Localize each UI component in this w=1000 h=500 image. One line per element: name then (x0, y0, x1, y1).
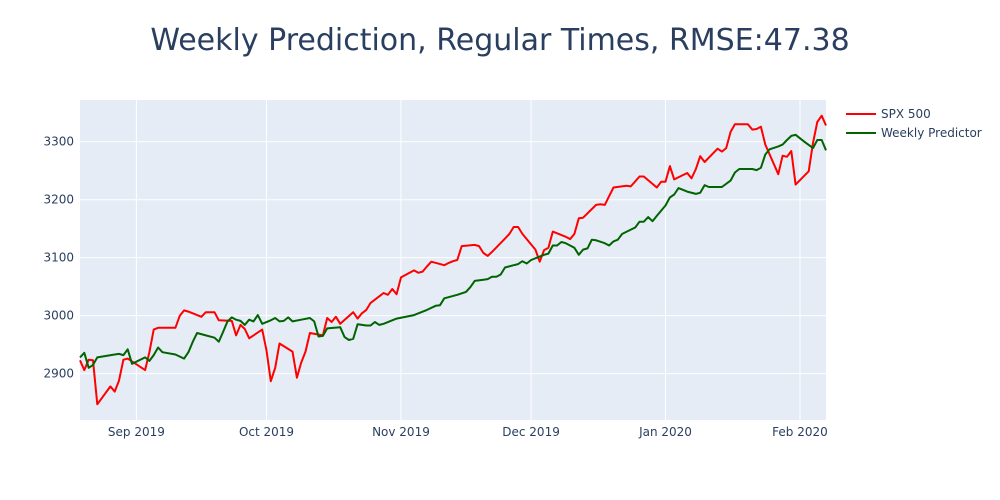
series-line-spx-500 (79, 114, 827, 406)
series-lines (79, 114, 827, 406)
y-tick-label: 3000 (43, 309, 74, 323)
legend-item-weekly-predictor[interactable]: Weekly Predictor (846, 126, 982, 140)
y-tick-label: 2900 (43, 367, 74, 381)
plot-area (80, 100, 826, 420)
y-tick-label: 3300 (43, 135, 74, 149)
x-tick-label: Feb 2020 (772, 425, 828, 439)
grid (80, 100, 826, 420)
legend-label: SPX 500 (881, 107, 931, 121)
x-tick-label: Jan 2020 (638, 425, 692, 439)
x-tick-label: Oct 2019 (239, 425, 294, 439)
x-axis-ticks: Sep 2019 Oct 2019 Nov 2019 Dec 2019 Jan 2020… (108, 425, 828, 439)
legend-item-spx-500[interactable]: SPX 500 (846, 107, 931, 121)
chart-title: Weekly Prediction, Regular Times, RMSE:4… (150, 23, 849, 58)
x-tick-label: Dec 2019 (502, 425, 560, 439)
y-axis-ticks: 2900 3000 3100 3200 3300 (43, 135, 74, 381)
x-tick-label: Sep 2019 (108, 425, 165, 439)
series-line-weekly-predictor (79, 133, 827, 369)
y-tick-label: 3200 (43, 193, 74, 207)
legend-label: Weekly Predictor (881, 126, 982, 140)
y-tick-label: 3100 (43, 251, 74, 265)
legend[interactable]: SPX 500 Weekly Predictor (846, 107, 982, 140)
x-tick-label: Nov 2019 (372, 425, 430, 439)
